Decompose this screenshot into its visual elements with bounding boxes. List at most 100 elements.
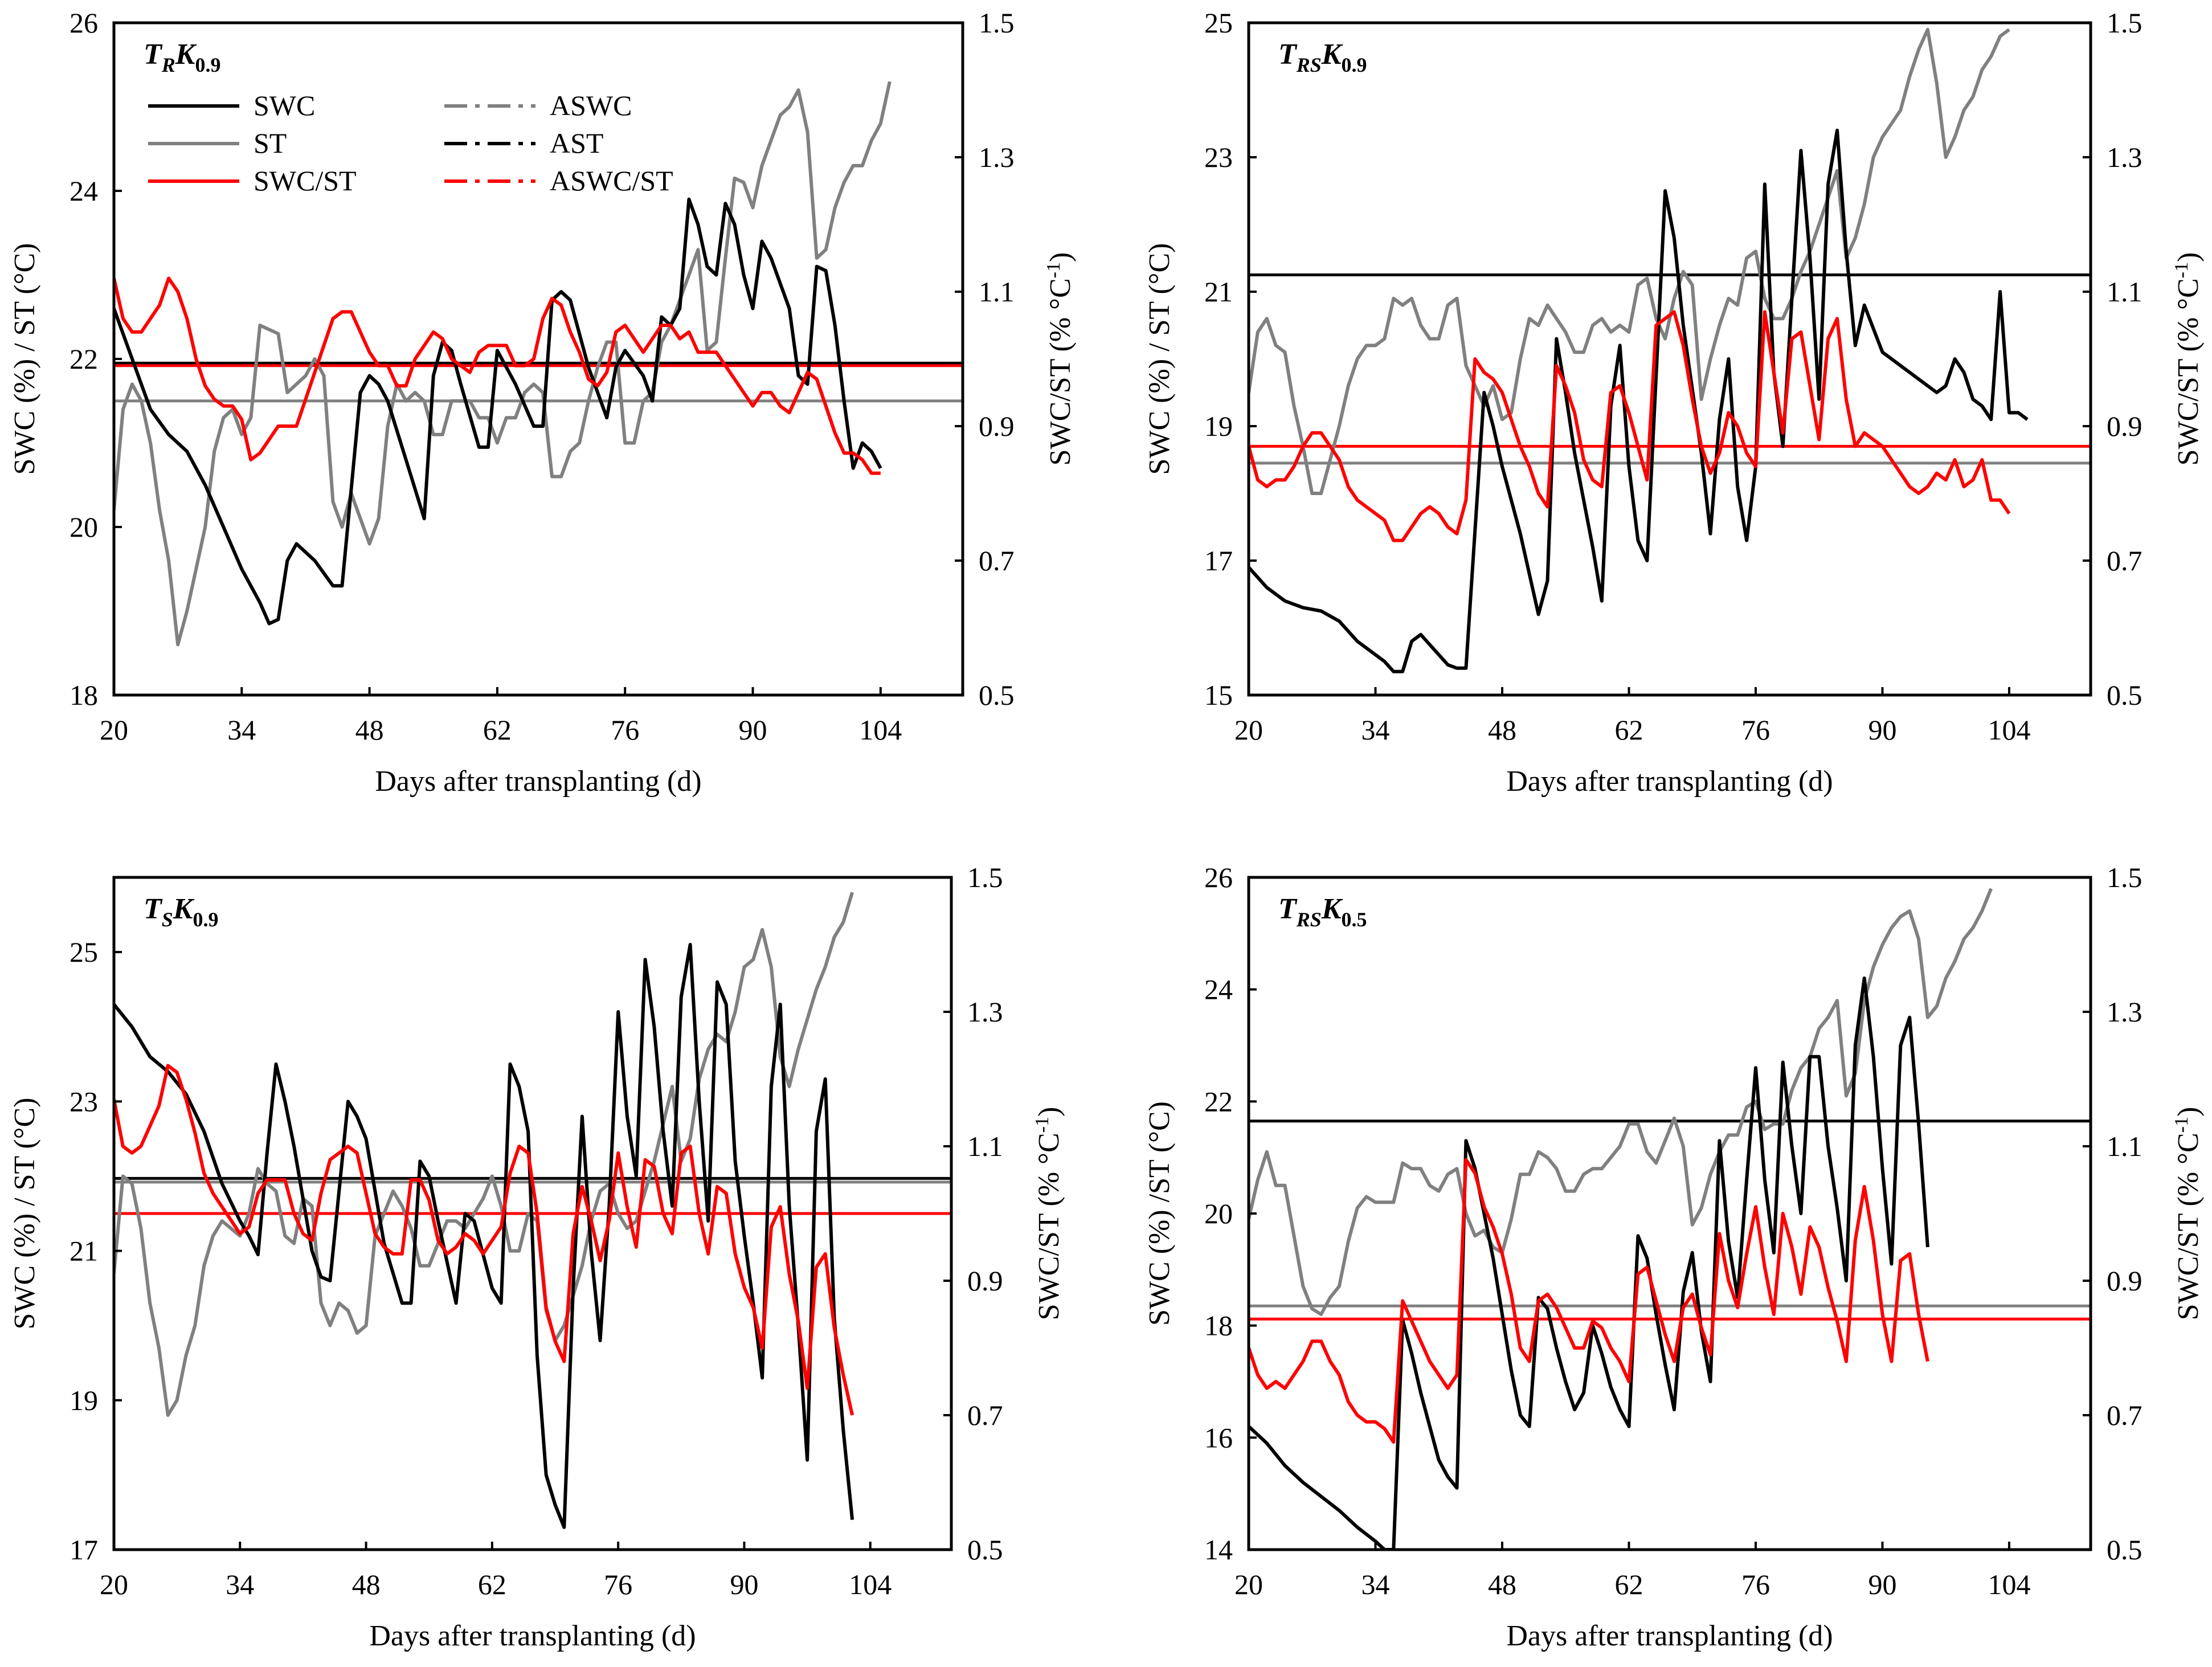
x-tick-label: 104 [859, 714, 902, 746]
y-right-axis-title-main: SWC/ST (% °C [1044, 278, 1077, 465]
panel-title: TRK0.9 [144, 38, 220, 76]
x-tick-label: 104 [1988, 1568, 2030, 1600]
y-left-axis-title: SWC (%) / ST (°C) [1143, 243, 1176, 475]
panel-title: TSK0.9 [144, 893, 218, 931]
series-group [1249, 888, 2091, 1550]
y-right-tick-label: 1.5 [2107, 7, 2143, 39]
x-tick-label: 90 [1868, 1568, 1896, 1600]
panel-title-sub2: 0.9 [193, 908, 218, 931]
panel-title-t: T [144, 893, 163, 925]
y-right-axis-title-superscript: -1 [1043, 262, 1064, 278]
panel-title-sub1: R [161, 54, 175, 76]
y-right-axis-title-main: SWC/ST (% °C [2172, 278, 2205, 465]
chart-panel-p3: 20 34 48 62 76 90 104 17 19 21 23 25 0.5 0.7 0.9 1.1 1.3… [9, 861, 1065, 1652]
legend: SWC ST SWC/ST ASWC AST ASWC/ST [148, 89, 673, 197]
y-left-tick-label: 17 [1204, 545, 1233, 577]
x-tick-label: 76 [611, 714, 639, 746]
y-left-tick-label: 18 [1204, 1310, 1233, 1342]
y-left-tick-label: 24 [69, 175, 98, 207]
x-tick-label: 104 [849, 1568, 892, 1600]
y-left-tick-label: 19 [69, 1384, 98, 1416]
y-right-tick-label: 0.5 [2107, 679, 2143, 711]
y-right-tick-label: 1.3 [967, 996, 1003, 1028]
x-axis-title: Days after transplanting (d) [1506, 765, 1833, 798]
panel-title-t: T [1278, 38, 1298, 71]
y-right-tick-label: 0.9 [967, 1265, 1003, 1297]
y-left-tick-label: 18 [69, 679, 98, 711]
y-left-tick-label: 24 [1204, 974, 1233, 1006]
x-tick-label: 34 [1361, 714, 1389, 746]
y-right-tick-label: 0.7 [979, 545, 1015, 577]
y-right-axis-title-superscript: -1 [2171, 262, 2192, 278]
panel-title-k: K [175, 38, 197, 71]
x-tick-label: 62 [1614, 714, 1643, 746]
y-right-axis-title-superscript: -1 [1032, 1117, 1053, 1133]
series-line-swc-st [114, 1064, 854, 1416]
series-group [114, 892, 951, 1529]
panel-title: TRSK0.5 [1278, 893, 1367, 931]
panel-title: TRSK0.9 [1278, 38, 1367, 76]
chart-panels: 20 34 48 62 76 90 10418202224260.50.70.91.11.3… [9, 7, 2205, 1652]
x-tick-label: 76 [604, 1568, 632, 1600]
y-right-tick-label: 0.5 [967, 1534, 1003, 1566]
x-tick-label: 90 [730, 1568, 758, 1600]
panel-title-t: T [1278, 893, 1298, 925]
y-right-axis-title-main: SWC/ST (% °C [1033, 1133, 1065, 1320]
series-line-swc [1249, 976, 1929, 1550]
y-right-axis-title: SWC/ST (% °C-1) [1043, 252, 1077, 466]
x-tick-label: 62 [478, 1568, 506, 1600]
y-left-tick-label: 22 [69, 343, 98, 375]
x-tick-label: 48 [352, 1568, 381, 1600]
x-axis-title: Days after transplanting (d) [1506, 1620, 1833, 1652]
legend-label-ratio: SWC/ST [253, 165, 357, 197]
y-left-tick-label: 26 [69, 7, 98, 39]
y-right-tick-label: 0.9 [2107, 1265, 2143, 1297]
series-line-st [114, 81, 892, 647]
series-line-swc [1249, 128, 2029, 673]
y-left-tick-label: 14 [1204, 1534, 1233, 1566]
y-left-tick-label: 22 [1204, 1085, 1233, 1117]
y-right-axis-title-superscript: -1 [2171, 1117, 2192, 1133]
y-right-tick-label: 0.7 [2107, 545, 2143, 577]
y-left-tick-label: 23 [1204, 141, 1233, 173]
panel-title-sub2: 0.9 [1342, 54, 1367, 76]
panel-title-k: K [173, 893, 195, 925]
y-left-tick-label: 21 [69, 1235, 98, 1267]
y-right-tick-label: 1.5 [979, 7, 1015, 39]
y-right-axis-title: SWC/ST (% °C-1) [2171, 252, 2205, 466]
panel-title-sub2: 0.5 [1342, 908, 1367, 931]
y-right-tick-label: 0.5 [2107, 1534, 2143, 1566]
x-tick-label: 34 [1361, 1568, 1389, 1600]
series-line-swc-st [1249, 1158, 1929, 1444]
y-left-tick-label: 26 [1204, 861, 1233, 893]
y-right-axis-title-end: ) [1044, 252, 1077, 262]
series-line-swc-st [1249, 310, 2011, 542]
y-left-axis-title: SWC (%) /ST (°C) [1143, 1101, 1176, 1326]
y-right-tick-label: 1.1 [2107, 276, 2143, 308]
y-right-axis-title-end: ) [2172, 252, 2205, 262]
y-right-tick-label: 0.9 [979, 410, 1015, 442]
x-tick-label: 62 [1614, 1568, 1643, 1600]
x-axis-title: Days after transplanting (d) [369, 1620, 696, 1652]
y-right-tick-label: 0.9 [2107, 410, 2143, 442]
y-right-tick-label: 1.1 [979, 276, 1015, 308]
chart-panel-p2: 20 34 48 62 76 90 104 15 17 19 21 23 25 0.5 0.7 0.9 1.1 1… [1143, 7, 2205, 798]
x-tick-label: 48 [1488, 1568, 1516, 1600]
x-tick-label: 104 [1988, 714, 2030, 746]
x-tick-label: 90 [739, 714, 767, 746]
y-left-tick-label: 21 [1204, 276, 1233, 308]
y-right-tick-label: 1.3 [979, 141, 1015, 173]
y-left-axis-title: SWC (%) / ST (°C) [9, 243, 41, 475]
y-left-tick-label: 25 [69, 936, 98, 968]
y-right-axis-title: SWC/ST (% °C-1) [2171, 1107, 2205, 1321]
y-right-tick-label: 0.7 [2107, 1399, 2143, 1431]
y-right-tick-label: 0.5 [979, 679, 1015, 711]
x-tick-label: 62 [483, 714, 512, 746]
series-line-st [1249, 888, 1993, 1316]
series-line-swc-st [114, 276, 881, 475]
x-tick-label: 48 [1488, 714, 1516, 746]
y-left-tick-label: 20 [69, 511, 98, 543]
x-tick-label: 90 [1868, 714, 1896, 746]
y-right-tick-label: 1.1 [967, 1130, 1003, 1162]
